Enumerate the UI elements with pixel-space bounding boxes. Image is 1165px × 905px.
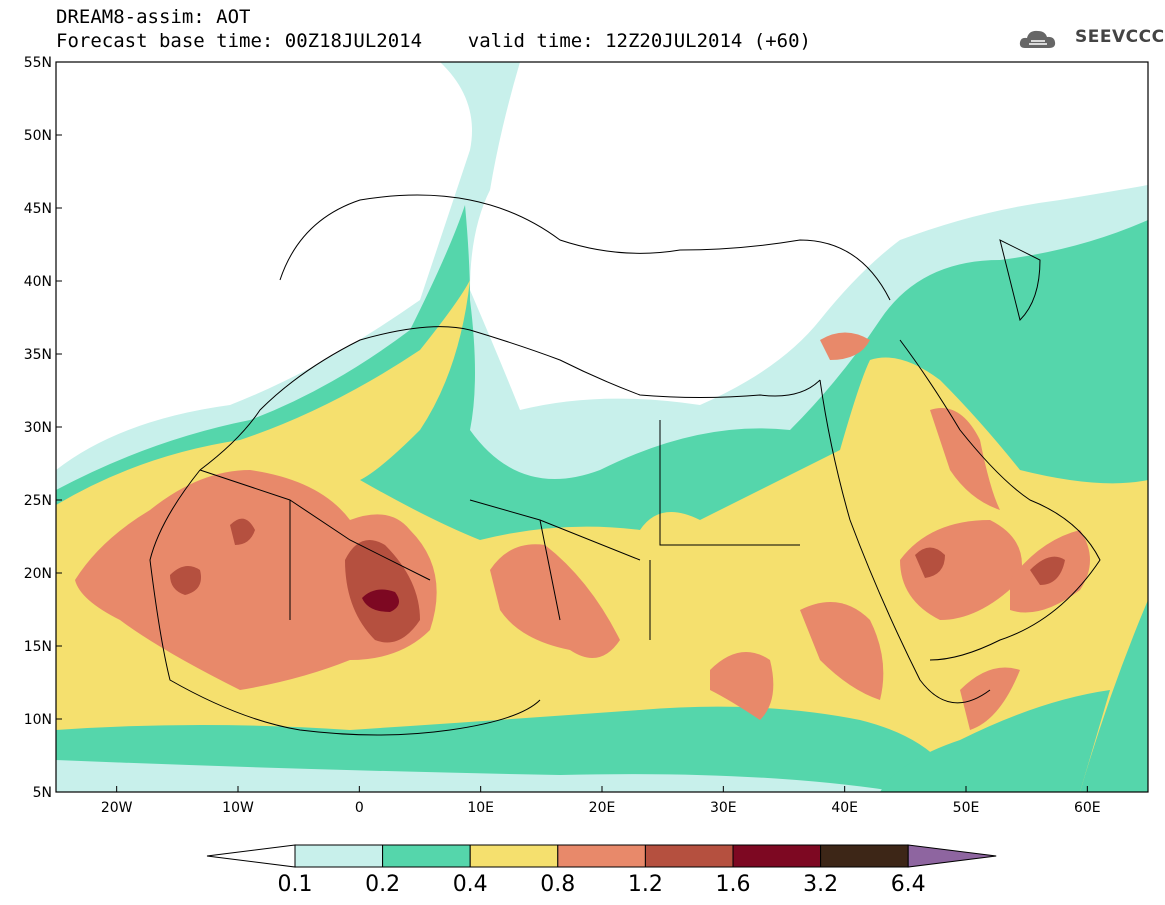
coastline-caspian	[999, 239, 1041, 321]
coastline-arabia	[899, 339, 1101, 661]
seevccc-logo-text: SEEVCCC	[1075, 27, 1165, 47]
lat-tick-label: 55N	[24, 55, 52, 71]
colorbar-segment	[469, 844, 559, 868]
lon-tick-label: 30E	[710, 800, 737, 816]
coastline-west-africa	[149, 469, 541, 736]
lat-tick-label: 30N	[24, 420, 52, 436]
lat-tick-label: 35N	[24, 347, 52, 363]
colorbar-label: 1.6	[715, 872, 751, 897]
lat-tick-label: 5N	[33, 785, 52, 801]
colorbar-segment	[382, 844, 471, 868]
border-lines	[199, 420, 800, 640]
lat-tick-label: 45N	[24, 201, 52, 217]
colorbar	[206, 844, 997, 868]
coastline-europe	[279, 194, 891, 301]
coastline-east-africa	[819, 379, 991, 704]
colorbar-segment	[820, 844, 909, 868]
lat-tick-label: 50N	[24, 128, 52, 144]
lon-tick-label: 10W	[222, 800, 254, 816]
lat-tick-label: 15N	[24, 639, 52, 655]
lon-tick-label: 60E	[1074, 800, 1101, 816]
lon-tick-label: 10E	[467, 800, 494, 816]
lon-tick-label: 50E	[953, 800, 980, 816]
colorbar-label: 0.8	[540, 872, 576, 897]
colorbar-label: 0.1	[277, 872, 313, 897]
colorbar-segment	[294, 844, 384, 868]
colorbar-label: 6.4	[890, 872, 926, 897]
lon-tick-label: 40E	[831, 800, 858, 816]
colorbar-segment	[644, 844, 734, 868]
lat-tick-label: 25N	[24, 493, 52, 509]
colorbar-label: 3.2	[803, 872, 839, 897]
coastline-north-africa	[199, 326, 821, 471]
colorbar-segment	[732, 844, 822, 868]
colorbar-under-triangle	[206, 844, 296, 868]
lon-tick-label: 0	[355, 800, 364, 816]
lon-tick-label: 20W	[101, 800, 133, 816]
colorbar-over-triangle	[907, 844, 997, 868]
colorbar-label: 1.2	[627, 872, 663, 897]
latitude-axis: 55N 50N 45N 40N 35N 30N 25N 20N 15N 10N 5N	[24, 55, 62, 801]
lat-tick-label: 20N	[24, 566, 52, 582]
forecast-time-subtitle: Forecast base time: 00Z18JUL2014 valid t…	[56, 30, 811, 52]
lat-tick-label: 10N	[24, 712, 52, 728]
lon-tick-label: 20E	[589, 800, 616, 816]
colorbar-label: 0.4	[452, 872, 488, 897]
longitude-axis: 20W 10W 0 10E 20E 30E 40E 50E 60E	[101, 786, 1101, 816]
map-title: DREAM8-assim: AOT	[56, 6, 251, 28]
aot-contour-0.8	[75, 470, 437, 690]
colorbar-label: 0.2	[365, 872, 401, 897]
aot-contour-1.6	[362, 589, 399, 612]
lat-tick-label: 40N	[24, 274, 52, 290]
cloud-logo-icon	[1019, 30, 1056, 48]
colorbar-segment	[557, 844, 646, 868]
